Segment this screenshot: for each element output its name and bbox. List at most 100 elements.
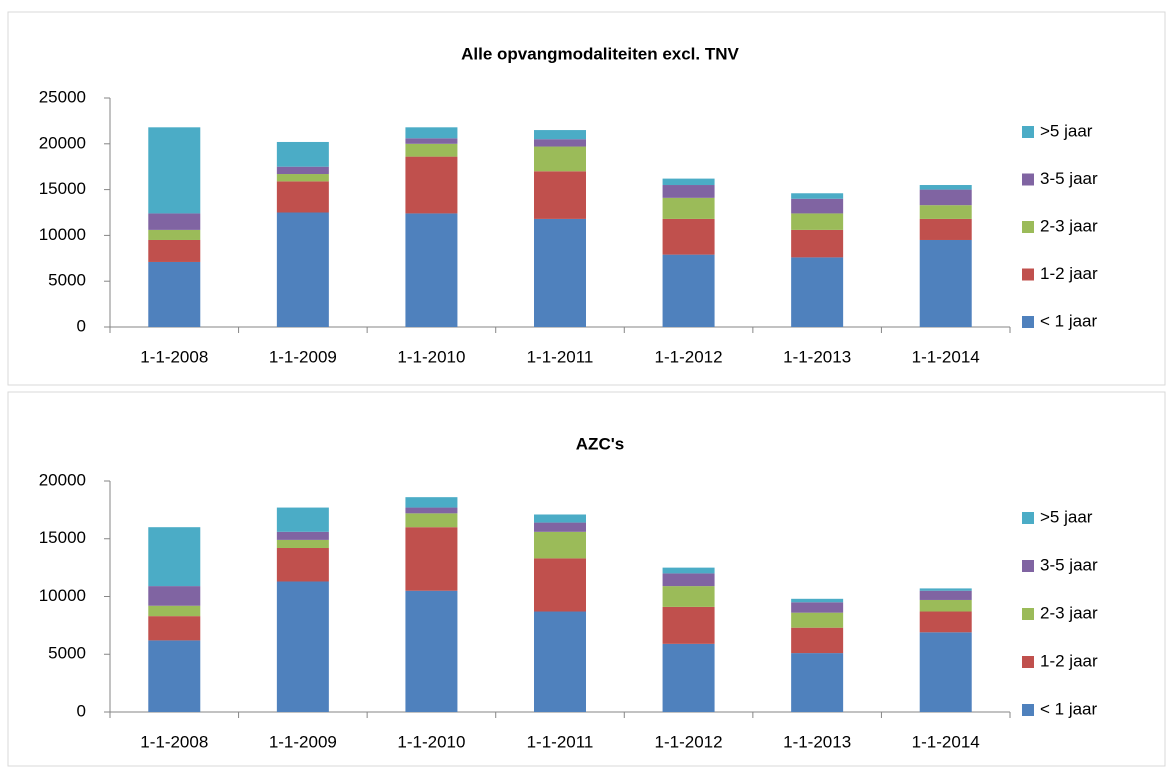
y-tick-label: 0 (77, 316, 86, 335)
bar-segment (148, 640, 201, 712)
chart-title: AZC's (576, 434, 624, 453)
bar-segment (919, 189, 972, 206)
bar-segment (662, 185, 715, 198)
x-tick-label: 1-1-2012 (655, 732, 723, 751)
bar-segment (662, 197, 715, 219)
bar-segment (662, 567, 715, 574)
bar-segment (148, 239, 201, 262)
bar-segment (534, 514, 586, 523)
bar-segment (662, 606, 715, 644)
bar-segment (791, 213, 844, 230)
legend-label: 3-5 jaar (1040, 169, 1098, 188)
x-tick-label: 1-1-2013 (783, 732, 851, 751)
bar-segment (791, 598, 844, 603)
bar-segment (405, 213, 458, 327)
bar-segment (405, 127, 458, 139)
bar-segment (405, 513, 458, 528)
bar-segment (405, 507, 458, 514)
bar-segment (534, 139, 586, 147)
bar-segment (662, 254, 715, 327)
bar-segment (662, 586, 715, 607)
legend-label: 2-3 jaar (1040, 216, 1098, 235)
x-tick-label: 1-1-2011 (527, 732, 594, 751)
bar-segment (276, 507, 329, 532)
bar-segment (919, 588, 972, 591)
y-tick-label: 20000 (39, 470, 86, 489)
legend-label: 1-2 jaar (1040, 264, 1098, 283)
bar-segment (148, 605, 201, 617)
bar-segment (791, 229, 844, 258)
bar-segment (662, 218, 715, 255)
bar-segment (662, 643, 715, 712)
bar-segment (919, 185, 972, 190)
bar-segment (148, 616, 201, 641)
bar-segment (791, 627, 844, 654)
bar-segment (405, 143, 458, 157)
y-tick-label: 25000 (39, 87, 86, 106)
bar-segment (791, 602, 844, 613)
chart-title: Alle opvangmodaliteiten excl. TNV (461, 44, 739, 63)
bar-segment (148, 586, 201, 606)
bar-segment (534, 146, 586, 172)
x-tick-label: 1-1-2008 (140, 732, 208, 751)
chart-frame (7, 11, 1166, 386)
bar-segment (662, 573, 715, 587)
bar-segment (919, 205, 972, 219)
bar-segment (534, 558, 586, 612)
bar-segment (791, 257, 844, 327)
legend-swatch (1022, 560, 1034, 572)
x-tick-label: 1-1-2013 (783, 347, 851, 366)
x-tick-label: 1-1-2010 (397, 347, 465, 366)
bar-segment (276, 539, 329, 548)
bar-segment (919, 599, 972, 612)
y-tick-label: 0 (77, 701, 86, 720)
bar-segment (919, 611, 972, 633)
bar-segment (919, 239, 972, 327)
legend-swatch (1022, 608, 1034, 620)
bar-segment (534, 130, 586, 140)
legend-label: 2-3 jaar (1040, 603, 1098, 622)
legend-label: < 1 jaar (1040, 699, 1098, 718)
legend-label: >5 jaar (1040, 507, 1093, 526)
x-tick-label: 1-1-2014 (912, 347, 980, 366)
bar-segment (534, 522, 586, 532)
bar-segment (276, 531, 329, 540)
legend-label: 3-5 jaar (1040, 555, 1098, 574)
bar-segment (791, 612, 844, 628)
y-tick-label: 10000 (39, 586, 86, 605)
bar-segment (405, 156, 458, 214)
bar-segment (791, 198, 844, 214)
legend-swatch (1022, 316, 1034, 328)
y-tick-label: 5000 (48, 644, 86, 663)
bar-segment (919, 590, 972, 600)
x-tick-label: 1-1-2012 (655, 347, 723, 366)
chart-frame (7, 391, 1166, 767)
bar-segment (276, 141, 329, 167)
legend-swatch (1022, 221, 1034, 233)
bar-segment (662, 178, 715, 186)
bar-segment (534, 218, 586, 327)
y-tick-label: 15000 (39, 528, 86, 547)
x-tick-label: 1-1-2009 (269, 732, 337, 751)
x-tick-label: 1-1-2011 (527, 347, 594, 366)
bar-segment (405, 497, 458, 508)
legend-label: 1-2 jaar (1040, 651, 1098, 670)
y-tick-label: 20000 (39, 133, 86, 152)
bar-segment (791, 653, 844, 712)
y-tick-label: 5000 (48, 271, 86, 290)
x-tick-label: 1-1-2010 (397, 732, 465, 751)
legend-swatch (1022, 268, 1034, 281)
bar-segment (148, 213, 201, 230)
bar-segment (276, 581, 329, 712)
bar-segment (919, 218, 972, 240)
bar-segment (405, 590, 458, 712)
bar-segment (148, 127, 201, 214)
legend-swatch (1022, 126, 1034, 138)
x-tick-label: 1-1-2009 (269, 347, 337, 366)
bar-segment (405, 527, 458, 591)
legend-swatch (1022, 704, 1034, 716)
x-tick-label: 1-1-2008 (140, 347, 208, 366)
y-tick-label: 10000 (39, 225, 86, 244)
bar-segment (534, 531, 586, 559)
